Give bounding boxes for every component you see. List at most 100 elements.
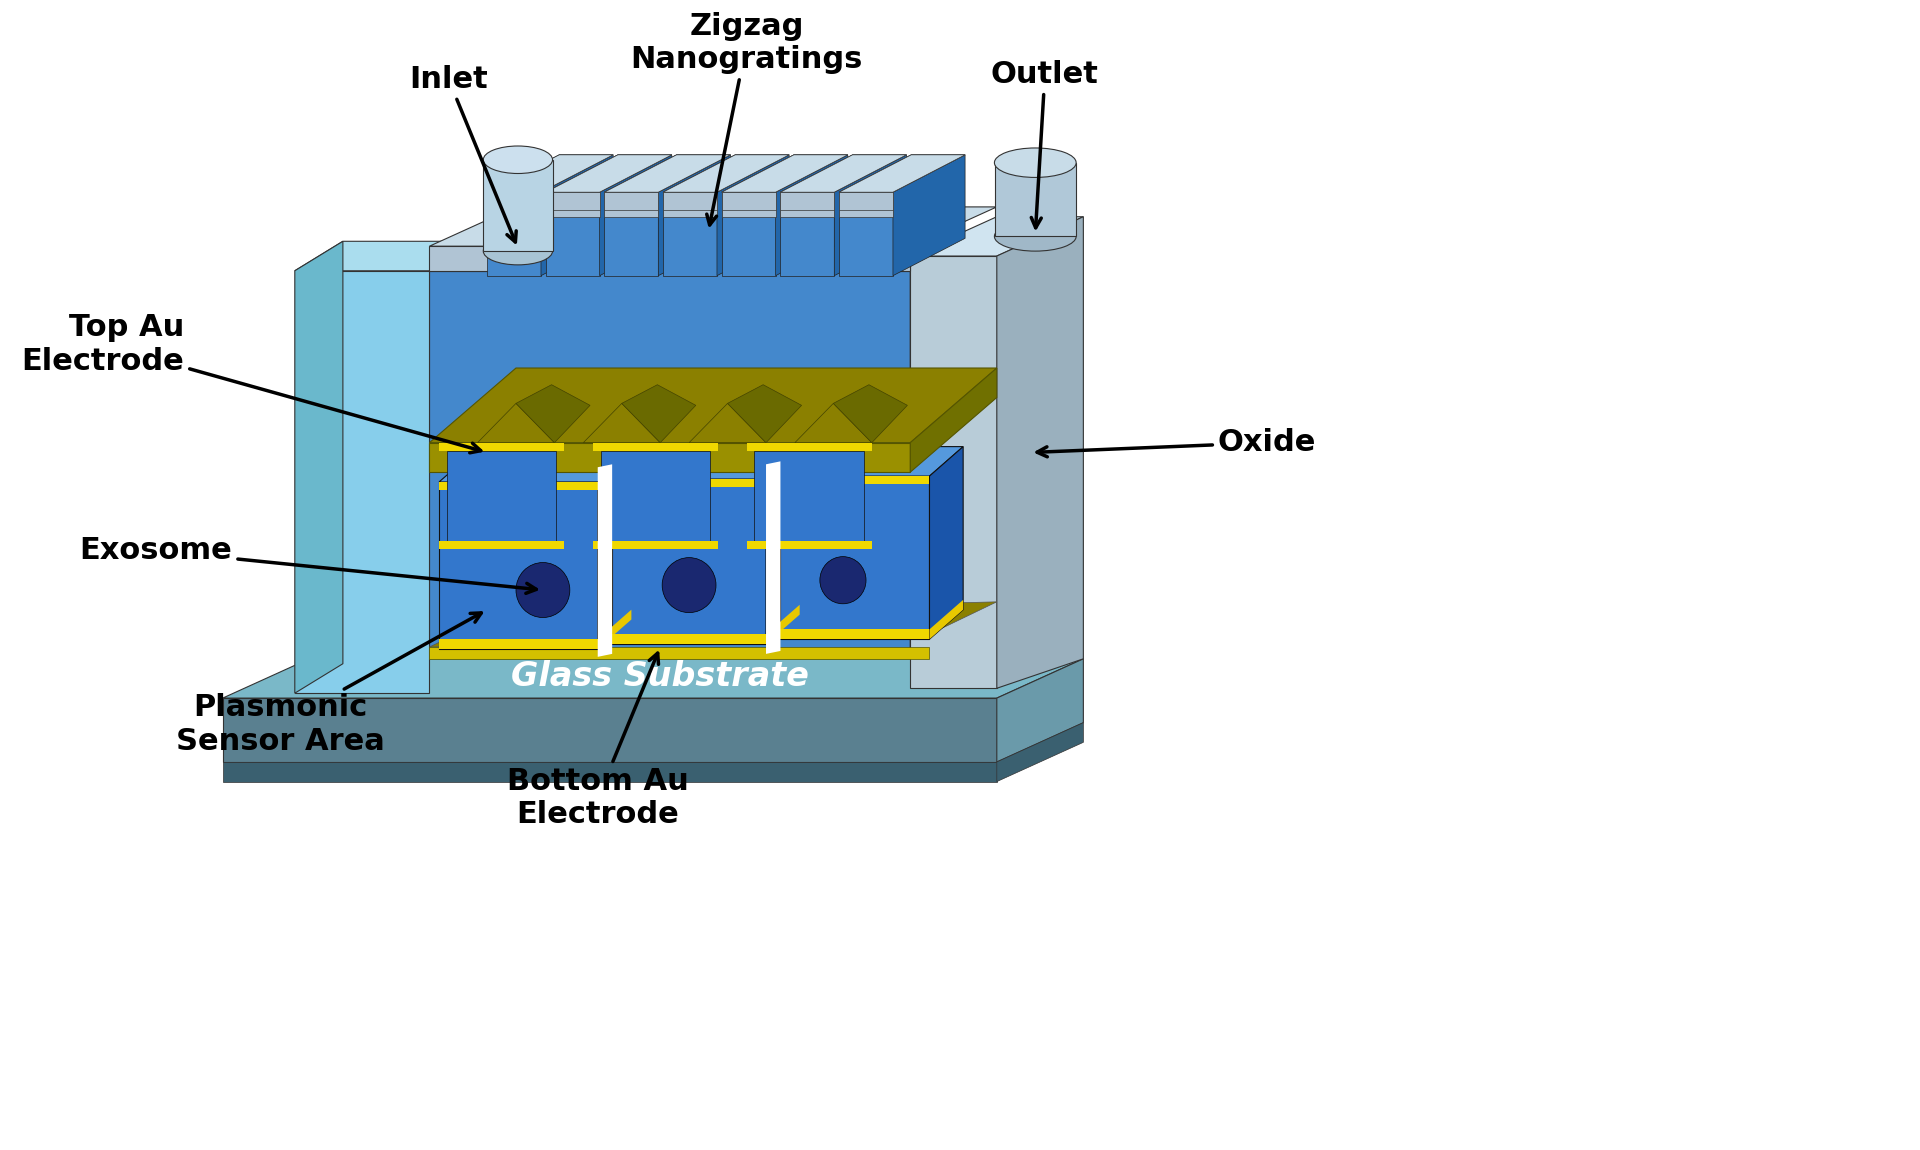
Polygon shape [584,404,660,443]
Polygon shape [612,635,766,644]
Polygon shape [910,216,1083,256]
Polygon shape [605,155,730,192]
Polygon shape [996,216,1083,689]
Polygon shape [541,155,612,276]
Polygon shape [223,762,996,782]
Polygon shape [722,192,776,216]
Polygon shape [780,192,835,209]
Polygon shape [516,385,589,443]
Polygon shape [835,155,906,276]
Polygon shape [605,155,730,192]
Polygon shape [780,629,929,639]
Polygon shape [833,385,908,443]
Polygon shape [545,192,599,276]
Polygon shape [484,160,553,251]
Circle shape [820,557,866,604]
Polygon shape [593,443,718,451]
Circle shape [516,562,570,618]
Polygon shape [662,155,789,192]
Polygon shape [488,155,612,192]
Polygon shape [766,461,780,654]
Polygon shape [545,155,672,192]
Polygon shape [430,270,910,649]
Polygon shape [593,540,718,549]
Polygon shape [612,480,766,644]
Polygon shape [599,155,672,276]
Polygon shape [722,192,776,276]
Ellipse shape [995,148,1075,177]
Polygon shape [780,155,906,192]
Polygon shape [488,192,541,209]
Polygon shape [662,192,716,216]
Polygon shape [601,451,710,540]
Polygon shape [440,482,597,649]
Text: Exosome: Exosome [79,536,536,593]
Polygon shape [839,155,966,192]
Polygon shape [995,162,1075,237]
Polygon shape [910,231,996,649]
Polygon shape [755,451,864,540]
Polygon shape [722,192,776,209]
Polygon shape [223,659,1083,698]
Ellipse shape [484,146,553,174]
Polygon shape [839,192,893,276]
Polygon shape [780,446,964,476]
Polygon shape [780,192,835,276]
Polygon shape [440,540,564,549]
Polygon shape [545,155,672,192]
Polygon shape [662,192,716,276]
Polygon shape [893,155,966,276]
Polygon shape [597,452,632,649]
Polygon shape [622,385,695,443]
Text: Glass Substrate: Glass Substrate [511,660,808,693]
Polygon shape [780,192,835,216]
Text: Bottom Au
Electrode: Bottom Au Electrode [507,653,689,829]
Polygon shape [780,155,906,192]
Polygon shape [728,385,801,443]
Polygon shape [766,450,799,644]
Polygon shape [440,443,564,451]
Polygon shape [766,605,799,644]
Polygon shape [662,155,789,192]
Polygon shape [430,231,996,270]
Polygon shape [612,480,766,486]
Text: Outlet: Outlet [991,60,1098,228]
Polygon shape [996,659,1083,762]
Polygon shape [430,246,910,270]
Polygon shape [659,155,730,276]
Text: Oxide: Oxide [1037,428,1317,458]
Polygon shape [722,155,849,192]
Polygon shape [545,155,672,192]
Polygon shape [597,465,612,657]
Polygon shape [839,155,966,192]
Polygon shape [996,722,1083,782]
Text: Inlet: Inlet [409,64,516,242]
Text: Zigzag
Nanogratings: Zigzag Nanogratings [630,12,862,225]
Polygon shape [430,443,910,473]
Polygon shape [296,242,478,270]
Polygon shape [430,207,996,246]
Polygon shape [612,450,799,480]
Polygon shape [776,155,849,276]
Polygon shape [430,647,929,659]
Polygon shape [545,192,599,209]
Polygon shape [478,404,555,443]
Text: Top Au
Electrode: Top Au Electrode [21,313,480,453]
Polygon shape [447,451,557,540]
Polygon shape [545,192,599,216]
Polygon shape [662,192,716,209]
Polygon shape [722,155,849,192]
Polygon shape [223,698,996,762]
Polygon shape [430,368,996,443]
Polygon shape [488,155,612,192]
Polygon shape [662,155,789,192]
Polygon shape [839,155,966,192]
Polygon shape [605,155,730,192]
Polygon shape [929,446,964,639]
Text: Plasmonic
Sensor Area: Plasmonic Sensor Area [177,613,482,756]
Polygon shape [716,155,789,276]
Polygon shape [605,192,659,216]
Polygon shape [440,482,597,490]
Polygon shape [839,192,893,216]
Polygon shape [430,601,996,647]
